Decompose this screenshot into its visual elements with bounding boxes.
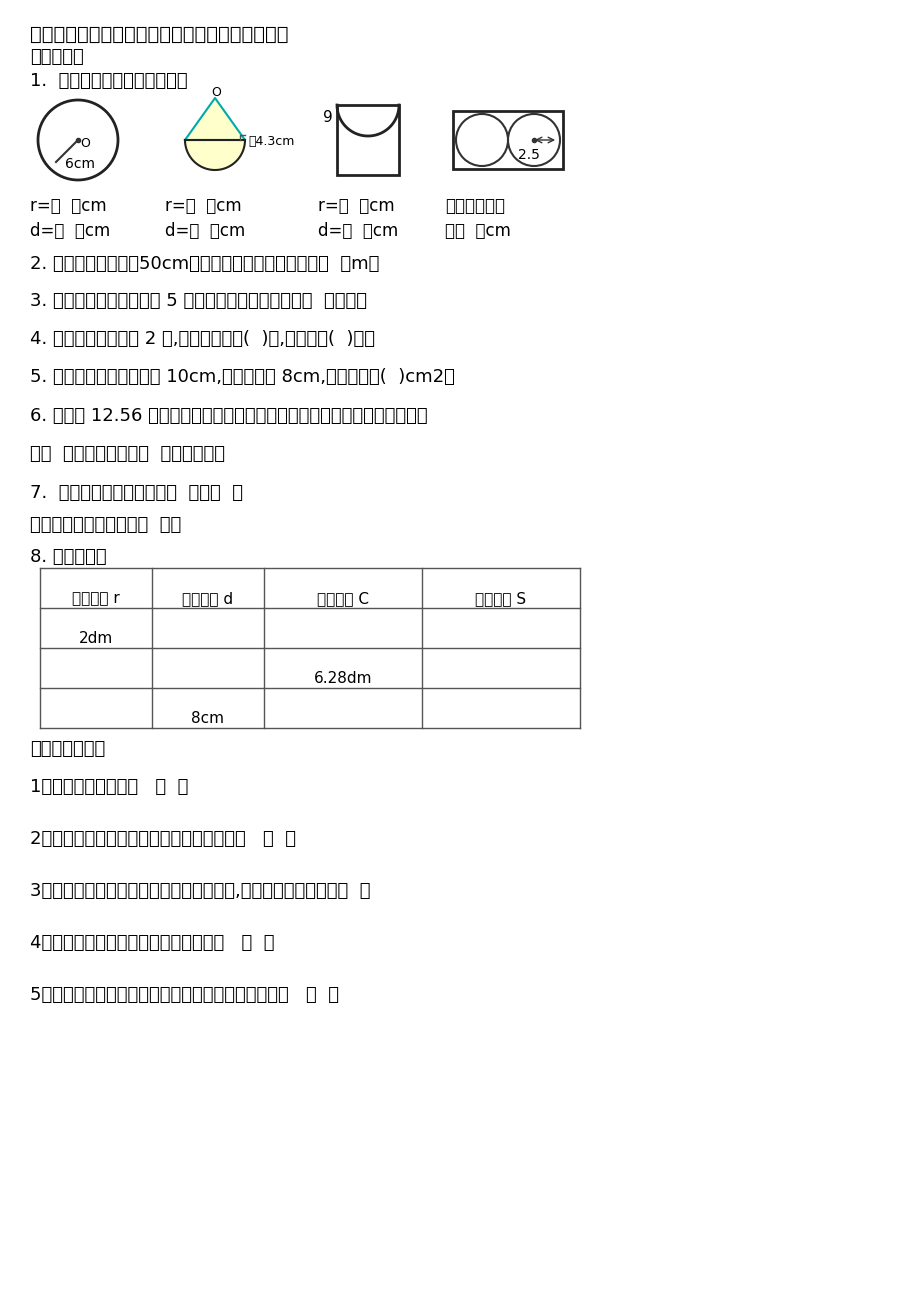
Text: 5. 一个环形的外圆直径是 10cm,内圆直径是 8cm,它的面积是(  )cm2。: 5. 一个环形的外圆直径是 10cm,内圆直径是 8cm,它的面积是( )cm2… xyxy=(30,368,454,385)
Text: d=（  ）cm: d=（ ）cm xyxy=(165,223,245,240)
Text: 1、直径总比半径长。   （  ）: 1、直径总比半径长。 （ ） xyxy=(30,779,188,796)
Text: 1.  看图填空。（单位：厘米）: 1. 看图填空。（单位：厘米） xyxy=(30,72,187,90)
Text: 圆的周长 C: 圆的周长 C xyxy=(317,591,369,605)
Text: 2、圆心决定圆的位置，半径决定圆的大小。   （  ）: 2、圆心决定圆的位置，半径决定圆的大小。 （ ） xyxy=(30,829,296,848)
Text: 圆的面积计算公式是：（  ）。: 圆的面积计算公式是：（ ）。 xyxy=(30,516,181,534)
Text: d=（  ）cm: d=（ ）cm xyxy=(30,223,110,240)
Text: 一、填空。: 一、填空。 xyxy=(30,48,84,66)
Text: O: O xyxy=(80,137,90,150)
Text: 二、判断正误。: 二、判断正误。 xyxy=(30,740,105,758)
Text: 6.28dm: 6.28dm xyxy=(313,671,372,686)
Bar xyxy=(452,111,562,169)
Text: 7.  圆的周长计算公式是：（  ）或（  ）: 7. 圆的周长计算公式是：（ ）或（ ） xyxy=(30,484,243,503)
Text: 3. 当圆规两脚间的距离为 5 厘米时，画出圆的周长是（  ）厘米。: 3. 当圆规两脚间的距离为 5 厘米时，画出圆的周长是（ ）厘米。 xyxy=(30,292,367,310)
Text: r=（  ）cm: r=（ ）cm xyxy=(165,197,242,215)
Text: 6cm: 6cm xyxy=(65,158,95,171)
Text: 8. 完成下表。: 8. 完成下表。 xyxy=(30,548,107,566)
Text: 圆的半径 r: 圆的半径 r xyxy=(72,591,119,605)
Text: r=（  ）cm: r=（ ）cm xyxy=(318,197,394,215)
Text: 是（  ）cm: 是（ ）cm xyxy=(445,223,510,240)
Text: 高4.3cm: 高4.3cm xyxy=(248,135,294,148)
Text: 2.5: 2.5 xyxy=(517,148,539,161)
Text: 4. 一个圆的半径扩大 2 倍,它的周长扩大(  )倍,面积扩大(  )倍。: 4. 一个圆的半径扩大 2 倍,它的周长扩大( )倍,面积扩大( )倍。 xyxy=(30,329,375,348)
Text: 8cm: 8cm xyxy=(191,711,224,727)
Text: 圆的面积 S: 圆的面积 S xyxy=(475,591,526,605)
Text: 4、半圆的周长是这个圆的周长的一半。   （  ）: 4、半圆的周长是这个圆的周长的一半。 （ ） xyxy=(30,934,274,952)
Text: 3、一个圆的面积和一个正方形的面积相等,它们的周长也相等。（  ）: 3、一个圆的面积和一个正方形的面积相等,它们的周长也相等。（ ） xyxy=(30,881,370,900)
Text: 长方形的周长: 长方形的周长 xyxy=(445,197,505,215)
Polygon shape xyxy=(185,98,244,171)
Bar xyxy=(336,105,399,174)
Text: r=（  ）cm: r=（ ）cm xyxy=(30,197,107,215)
Text: 是（  ）分米，面积是（  ）平方分米。: 是（ ）分米，面积是（ ）平方分米。 xyxy=(30,445,225,464)
Text: 2dm: 2dm xyxy=(79,631,113,646)
Text: 6. 用一根 12.56 分米的铁丝弯成一个圆形铁环（接口处不计），铁环的直径: 6. 用一根 12.56 分米的铁丝弯成一个圆形铁环（接口处不计），铁环的直径 xyxy=(30,408,427,424)
Text: 圆的直径 d: 圆的直径 d xyxy=(182,591,233,605)
Text: 小学六年级数学上册第一单元测试题（北师大版）: 小学六年级数学上册第一单元测试题（北师大版） xyxy=(30,25,289,44)
Text: 2. 一个车轮的直径为50cm，车轮转动一周，大约前进（  ）m。: 2. 一个车轮的直径为50cm，车轮转动一周，大约前进（ ）m。 xyxy=(30,255,379,273)
Text: O: O xyxy=(210,86,221,99)
Text: 5、两端都在圆上的所有线段中，直径是最长的一条。   （  ）: 5、两端都在圆上的所有线段中，直径是最长的一条。 （ ） xyxy=(30,986,338,1004)
Text: d=（  ）cm: d=（ ）cm xyxy=(318,223,398,240)
Text: 9: 9 xyxy=(323,109,333,125)
